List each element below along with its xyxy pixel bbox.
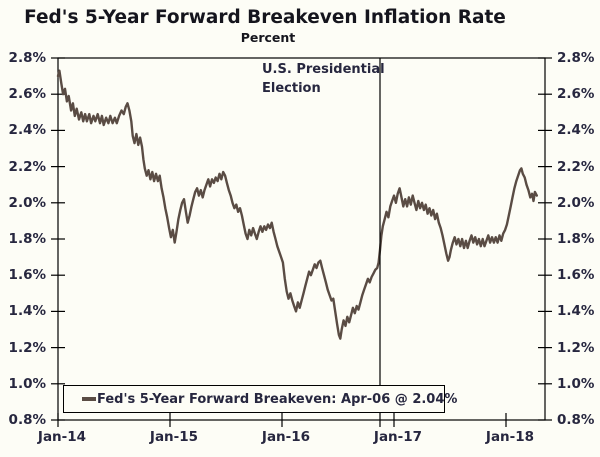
y-tick-label-left: 1.6% xyxy=(8,267,46,284)
x-tick-label: Jan-17 xyxy=(373,429,423,445)
y-tick-label-right: 1.6% xyxy=(557,267,595,284)
y-tick-label-left: 2.6% xyxy=(8,86,46,103)
chart-title: Fed's 5-Year Forward Breakeven Inflation… xyxy=(24,7,506,28)
y-tick-label-right: 2.2% xyxy=(557,158,595,175)
y-tick-label-right: 2.6% xyxy=(557,86,595,103)
x-tick-label: Jan-18 xyxy=(485,429,535,445)
y-tick-label-left: 2.0% xyxy=(8,194,46,211)
y-tick-label-left: 1.4% xyxy=(8,303,46,320)
y-tick-label-right: 2.4% xyxy=(557,122,595,139)
y-tick-label-right: 1.0% xyxy=(557,375,595,392)
event-annotation: U.S. Presidential Election xyxy=(262,60,385,98)
series-line xyxy=(56,69,538,340)
y-tick-label-right: 1.8% xyxy=(557,231,595,247)
x-tick-label: Jan-15 xyxy=(149,429,199,445)
y-tick-label-left: 2.8% xyxy=(8,50,46,66)
y-tick-label-left: 2.2% xyxy=(8,158,46,175)
y-tick-label-right: 1.2% xyxy=(557,339,595,356)
y-tick-label-left: 1.2% xyxy=(8,339,46,356)
y-tick-label-right: 2.0% xyxy=(557,194,595,211)
y-tick-label-left: 1.8% xyxy=(8,231,46,247)
chart-subtitle: Percent xyxy=(240,30,296,45)
series-line-swatch-icon xyxy=(82,397,96,401)
y-tick-label-left: 2.4% xyxy=(8,122,46,139)
x-tick-label: Jan-14 xyxy=(37,429,87,445)
y-tick-label-left: 0.8% xyxy=(8,412,46,428)
y-tick-label-right: 1.4% xyxy=(557,303,595,320)
legend-box: Fed's 5-Year Forward Breakeven: Apr-06 @… xyxy=(63,385,457,413)
x-tick-label: Jan-16 xyxy=(261,429,311,445)
y-tick-label-left: 1.0% xyxy=(8,375,46,392)
event-annotation-line2: Election xyxy=(262,81,321,96)
event-annotation-line1: U.S. Presidential xyxy=(262,62,385,77)
y-tick-label-right: 0.8% xyxy=(557,412,595,428)
legend-label: Fed's 5-Year Forward Breakeven: Apr-06 @… xyxy=(97,391,458,407)
y-tick-label-right: 2.8% xyxy=(557,50,595,66)
